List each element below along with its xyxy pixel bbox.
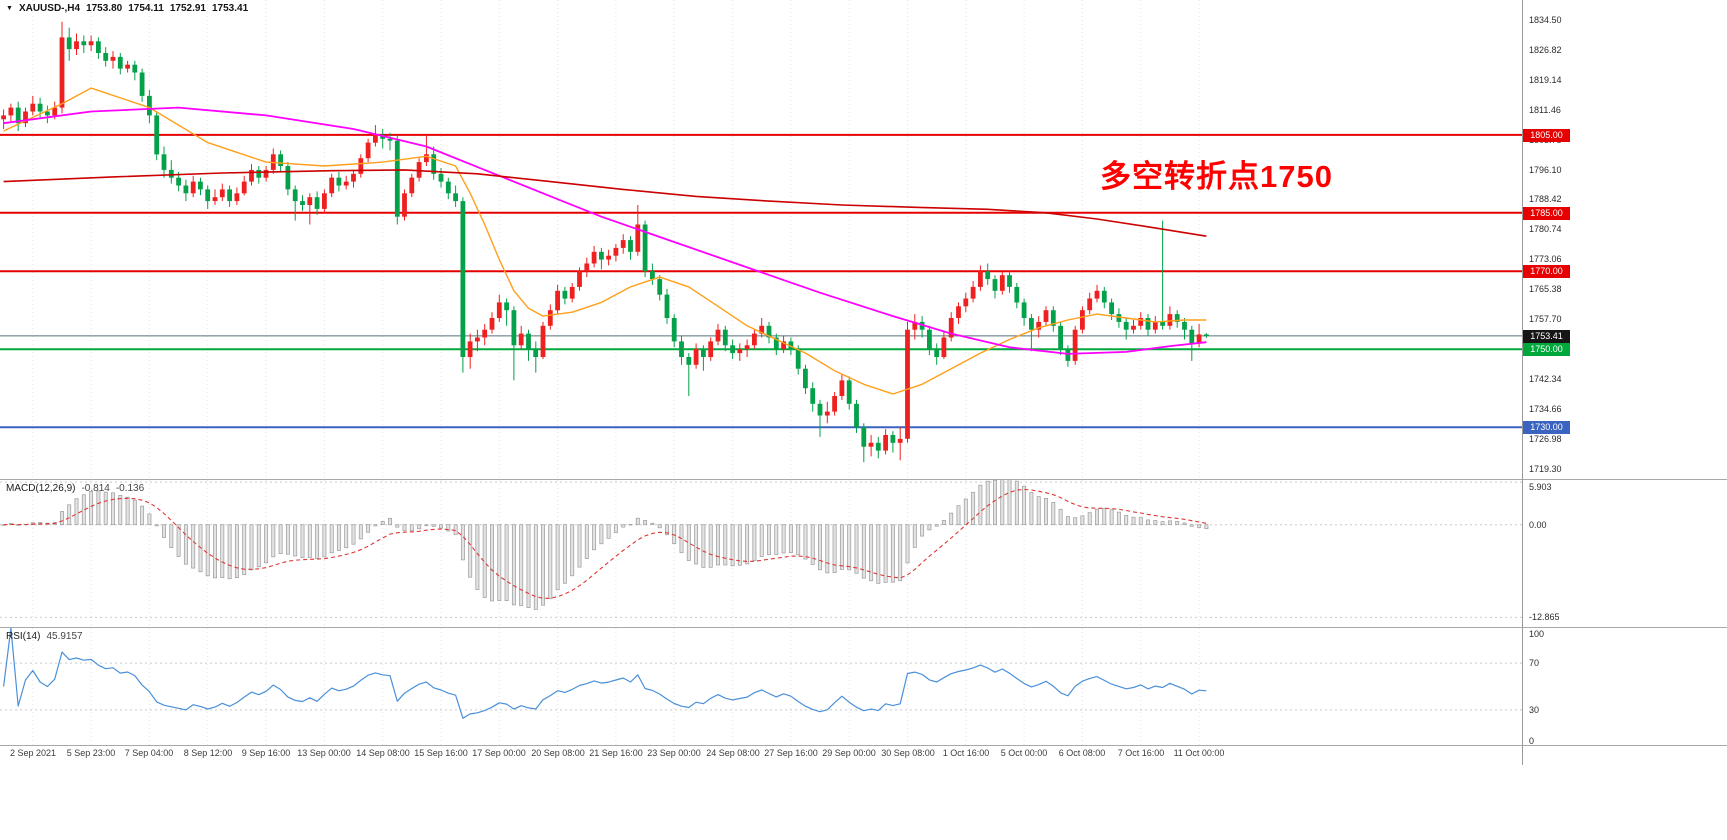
rsi-svg: [0, 628, 1522, 745]
price-level-badge: 1750.00: [1523, 343, 1570, 356]
price-level-badge: 1770.00: [1523, 265, 1570, 278]
price-axis-label: 1826.82: [1529, 45, 1562, 55]
price-axis-label: 1757.70: [1529, 314, 1562, 324]
macd-histogram: [1, 480, 1209, 610]
price-axis-label: 1796.10: [1529, 165, 1562, 175]
rsi-scale-label: 30: [1529, 705, 1540, 715]
ma-fast-line: [3, 87, 1207, 395]
panel-separator: [0, 745, 1727, 746]
grid-layer: [32, 0, 1200, 479]
macd-label: MACD(12,26,9): [6, 483, 76, 494]
macd-svg: [0, 480, 1522, 627]
rsi-scale-label: 100: [1529, 629, 1545, 639]
price-level-badge: 1730.00: [1523, 421, 1570, 434]
price-level-badge: 1805.00: [1523, 129, 1570, 142]
time-axis-label: 17 Sep 00:00: [472, 748, 526, 758]
rsi-header: RSI(14) 45.9157: [6, 631, 83, 642]
macd-signal-line: [3, 488, 1207, 599]
macd-scale-label: 5.903: [1529, 482, 1552, 492]
time-axis-label: 6 Oct 08:00: [1058, 748, 1106, 758]
price-axis-separator: [1522, 0, 1523, 765]
ma-slow-line: [3, 169, 1207, 237]
macd-scale-label: 0.00: [1529, 520, 1547, 530]
macd-scale-label: -12.865: [1529, 612, 1560, 622]
current-price-badge: 1753.41: [1523, 330, 1570, 343]
price-axis-label: 1773.06: [1529, 254, 1562, 264]
time-axis-label: 23 Sep 00:00: [647, 748, 701, 758]
time-axis-label: 29 Sep 00:00: [822, 748, 876, 758]
rsi-panel[interactable]: [0, 628, 1522, 745]
price-axis-label: 1788.42: [1529, 194, 1562, 204]
price-axis-label: 1719.30: [1529, 464, 1562, 474]
chart-annotation[interactable]: 多空转折点1750: [1100, 159, 1333, 194]
time-axis-label: 27 Sep 16:00: [764, 748, 818, 758]
time-axis-label: 5 Sep 23:00: [66, 748, 116, 758]
time-axis-label: 2 Sep 2021: [9, 748, 57, 758]
time-axis-label: 8 Sep 12:00: [183, 748, 233, 758]
panel-separator[interactable]: [0, 479, 1727, 480]
time-axis-label: 1 Oct 16:00: [942, 748, 990, 758]
time-axis-label: 13 Sep 00:00: [297, 748, 351, 758]
time-axis-label: 24 Sep 08:00: [706, 748, 760, 758]
time-axis-label: 11 Oct 00:00: [1173, 748, 1225, 758]
price-axis-label: 1765.38: [1529, 284, 1562, 294]
rsi-scale-label: 0: [1529, 736, 1535, 746]
price-chart-svg: [0, 0, 1522, 479]
rsi-scale-label: 70: [1529, 658, 1540, 668]
price-level-badge: 1785.00: [1523, 207, 1570, 220]
rsi-line: [3, 628, 1207, 719]
macd-value-main: -0.814: [81, 483, 110, 494]
chart-header: ▼ XAUUSD-,H4 1753.80 1754.11 1752.91 175…: [6, 3, 248, 14]
time-axis-label: 5 Oct 00:00: [1000, 748, 1048, 758]
panel-separator[interactable]: [0, 627, 1727, 628]
ohlc-close: 1753.41: [211, 3, 249, 14]
time-axis-label: 30 Sep 08:00: [881, 748, 935, 758]
macd-value-signal: -0.136: [115, 483, 145, 494]
time-axis-label: 15 Sep 16:00: [414, 748, 468, 758]
symbol-dropdown-icon[interactable]: ▼: [6, 5, 13, 12]
ma-medium-line: [3, 106, 1207, 355]
grid-layer: [32, 628, 1200, 745]
time-axis-label: 21 Sep 16:00: [589, 748, 643, 758]
price-axis-label: 1726.98: [1529, 434, 1562, 444]
ohlc-open: 1753.80: [86, 3, 123, 14]
ohlc-low: 1752.91: [169, 3, 206, 14]
price-axis-label: 1734.66: [1529, 404, 1562, 414]
macd-panel[interactable]: [0, 480, 1522, 627]
time-axis[interactable]: 2 Sep 2021 5 Sep 23:00 7 Sep 04:00 8 Sep 12…: [0, 746, 1522, 764]
price-chart-panel[interactable]: [0, 0, 1522, 479]
price-axis-label: 1742.34: [1529, 374, 1562, 384]
macd-header: MACD(12,26,9) -0.814 -0.136: [6, 483, 144, 494]
time-axis-label: 20 Sep 08:00: [531, 748, 585, 758]
rsi-label: RSI(14): [6, 631, 41, 642]
candles-layer: [1, 21, 1209, 463]
price-axis-label: 1780.74: [1529, 224, 1562, 234]
price-axis-label: 1819.14: [1529, 75, 1562, 85]
time-axis-label: 9 Sep 16:00: [241, 748, 291, 758]
ohlc-high: 1754.11: [128, 3, 164, 14]
symbol-timeframe: XAUUSD-,H4: [18, 3, 81, 14]
time-axis-label: 7 Sep 04:00: [124, 748, 174, 758]
rsi-value: 45.9157: [46, 631, 83, 642]
time-axis-label: 7 Oct 16:00: [1117, 748, 1165, 758]
price-axis[interactable]: 1834.501826.821819.141811.461803.781796.…: [1523, 0, 1727, 765]
time-axis-label: 14 Sep 08:00: [356, 748, 410, 758]
price-axis-label: 1811.46: [1529, 105, 1561, 115]
price-axis-label: 1834.50: [1529, 15, 1562, 25]
